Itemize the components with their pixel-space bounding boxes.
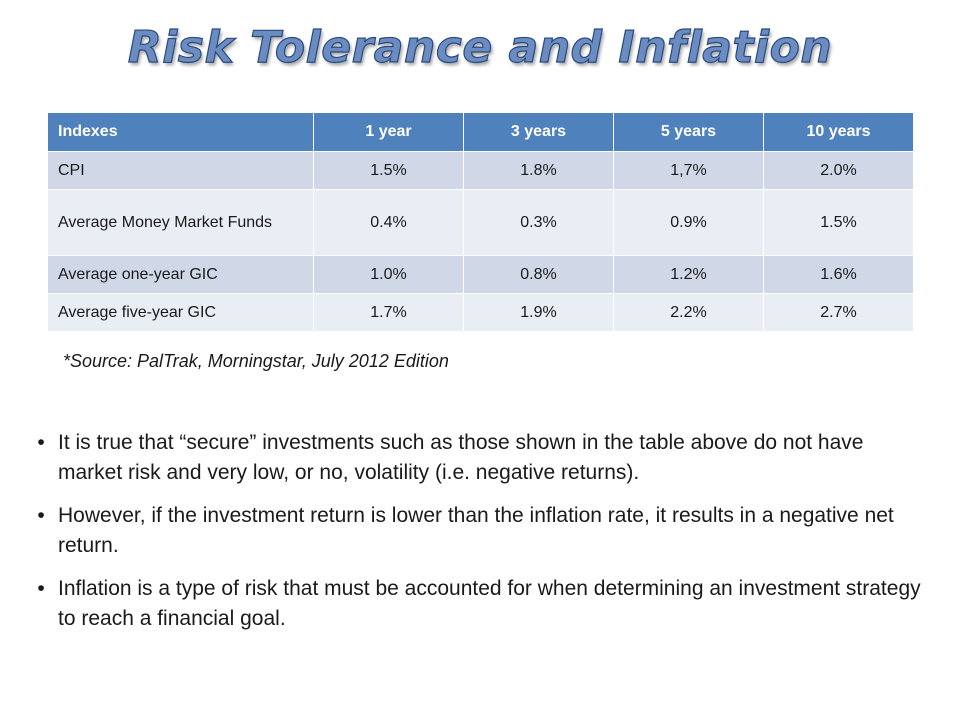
table-cell: 2.2% [613,293,764,332]
header-cell-5-years: 5 years [613,112,764,152]
header-cell-10-years: 10 years [763,112,914,152]
row-label: Average Money Market Funds [47,189,314,256]
table-row: Average one-year GIC 1.0% 0.8% 1.2% 1.6% [47,255,914,294]
bullet-icon: • [37,577,45,600]
table-cell: 1.0% [313,255,464,294]
bullet-list: • It is true that “secure” investments s… [34,428,924,647]
bullet-item: • However, if the investment return is l… [34,501,924,561]
bullet-icon: • [37,504,45,527]
header-cell-1-year: 1 year [313,112,464,152]
table-cell: 1.2% [613,255,764,294]
rates-table: Indexes 1 year 3 years 5 years 10 years … [47,112,914,332]
table-row: Average five-year GIC 1.7% 1.9% 2.2% 2.7… [47,293,914,332]
table-cell: 2.7% [763,293,914,332]
table-cell: 1.7% [313,293,464,332]
table-row: CPI 1.5% 1.8% 1,7% 2.0% [47,151,914,190]
slide-title: Risk Tolerance and Inflation [127,21,833,73]
bullet-text: However, if the investment return is low… [58,504,894,557]
bullet-item: • It is true that “secure” investments s… [34,428,924,488]
bullet-text: Inflation is a type of risk that must be… [58,577,921,630]
table-header-row: Indexes 1 year 3 years 5 years 10 years [47,112,914,152]
table-cell: 0.8% [463,255,614,294]
header-cell-3-years: 3 years [463,112,614,152]
header-cell-indexes: Indexes [47,112,314,152]
bullet-icon: • [37,431,45,454]
table-cell: 1.5% [763,189,914,256]
table-cell: 0.3% [463,189,614,256]
table-row: Average Money Market Funds 0.4% 0.3% 0.9… [47,189,914,256]
table-cell: 1.6% [763,255,914,294]
table-cell: 1,7% [613,151,764,190]
table-cell: 1.5% [313,151,464,190]
row-label: CPI [47,151,314,190]
bullet-text: It is true that “secure” investments suc… [58,431,864,484]
table-cell: 1.9% [463,293,614,332]
table-cell: 2.0% [763,151,914,190]
table-cell: 0.9% [613,189,764,256]
bullet-item: • Inflation is a type of risk that must … [34,574,924,634]
row-label: Average five-year GIC [47,293,314,332]
table-cell: 1.8% [463,151,614,190]
row-label: Average one-year GIC [47,255,314,294]
source-note: *Source: PalTrak, Morningstar, July 2012… [63,351,449,371]
table-cell: 0.4% [313,189,464,256]
